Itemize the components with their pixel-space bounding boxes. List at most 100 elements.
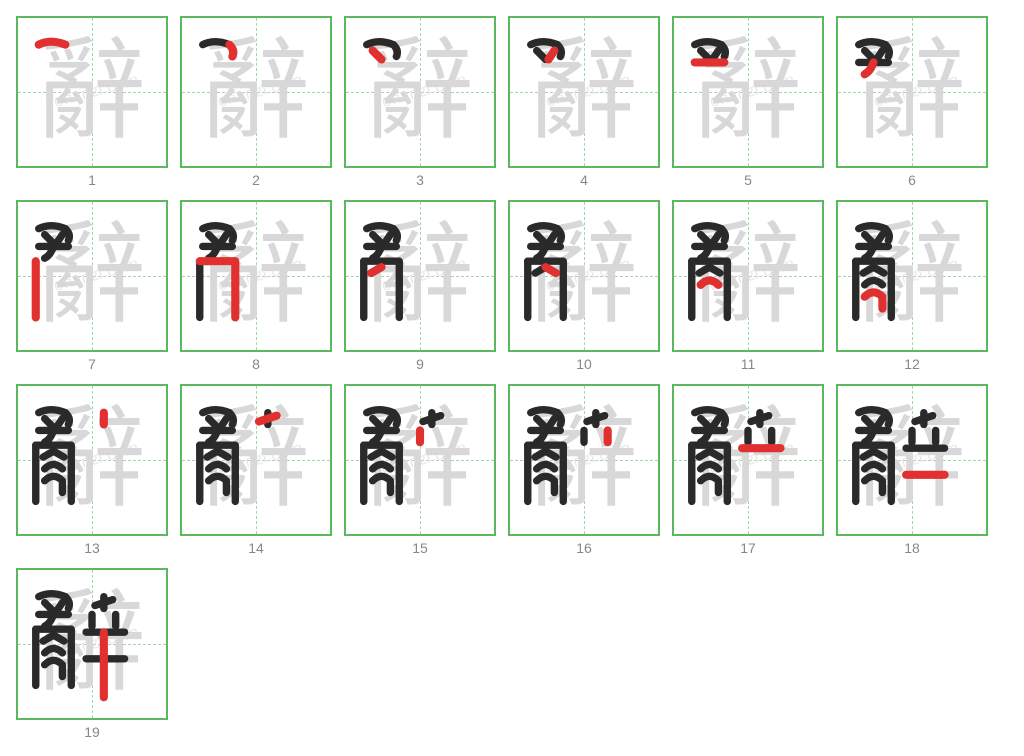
completed-stroke xyxy=(865,51,874,60)
stroke-cell: yohanzi.com辭 2 xyxy=(180,16,332,188)
stroke-box: yohanzi.com辭 xyxy=(16,568,168,720)
completed-stroke xyxy=(203,226,230,229)
char-display: 辭 xyxy=(182,386,330,534)
stroke-number: 2 xyxy=(252,172,260,188)
char-display: 辭 xyxy=(838,386,986,534)
stroke-svg xyxy=(18,18,166,166)
completed-stroke xyxy=(56,235,62,244)
completed-stroke xyxy=(56,603,62,612)
stroke-cell: yohanzi.com辭1 xyxy=(16,16,168,188)
stroke-box: yohanzi.com辭 xyxy=(16,200,168,352)
char-display: 辭 xyxy=(510,386,658,534)
char-display: 辭 xyxy=(674,386,822,534)
completed-stroke xyxy=(710,267,720,273)
stroke-cell: yohanzi.com辭8 xyxy=(180,200,332,372)
stroke-svg xyxy=(674,18,822,166)
completed-stroke xyxy=(45,235,54,244)
completed-stroke xyxy=(712,419,718,428)
stroke-cell: yohanzi.com辭18 xyxy=(836,384,988,556)
stroke-cell: yohanzi.com辭7 xyxy=(16,200,168,372)
completed-stroke xyxy=(701,476,719,492)
completed-stroke xyxy=(701,464,719,468)
completed-stroke xyxy=(45,648,63,652)
completed-stroke xyxy=(876,235,882,244)
stroke-number: 4 xyxy=(580,172,588,188)
completed-stroke xyxy=(874,267,884,273)
completed-stroke xyxy=(537,476,555,492)
completed-stroke xyxy=(393,45,397,57)
completed-stroke xyxy=(865,280,883,284)
stroke-box: yohanzi.com辭 xyxy=(180,200,332,352)
char-display: 辭 xyxy=(838,202,986,350)
completed-stroke xyxy=(695,42,722,45)
stroke-cell: yohanzi.com辭19 xyxy=(16,568,168,740)
completed-stroke xyxy=(45,476,63,492)
stroke-cell: yohanzi.com辭12 xyxy=(836,200,988,372)
completed-stroke xyxy=(701,419,710,428)
char-display: 辭 xyxy=(674,202,822,350)
stroke-number: 1 xyxy=(88,172,96,188)
completed-stroke xyxy=(218,451,228,457)
stroke-cell: yohanzi.com辭 6 xyxy=(836,16,988,188)
completed-stroke xyxy=(537,51,546,60)
completed-stroke xyxy=(548,419,554,428)
stroke-box: yohanzi.com辭 xyxy=(344,200,496,352)
char-display: 辭 xyxy=(18,18,166,166)
completed-stroke xyxy=(367,410,394,413)
completed-stroke xyxy=(531,42,558,45)
current-stroke xyxy=(39,42,66,45)
stroke-box: yohanzi.com辭 xyxy=(508,384,660,536)
completed-stroke xyxy=(876,419,882,428)
completed-stroke xyxy=(209,476,227,492)
completed-stroke xyxy=(45,603,54,612)
completed-stroke xyxy=(384,419,390,428)
completed-stroke xyxy=(865,464,883,468)
completed-stroke xyxy=(701,51,710,60)
stroke-svg xyxy=(838,202,986,350)
char-display: 辭 xyxy=(18,202,166,350)
stroke-svg xyxy=(838,386,986,534)
stroke-cell: yohanzi.com辭4 xyxy=(508,16,660,188)
stroke-svg xyxy=(674,386,822,534)
char-display: 辭 xyxy=(510,18,658,166)
stroke-box: yohanzi.com辭 xyxy=(836,384,988,536)
completed-stroke xyxy=(384,235,390,244)
stroke-box: yohanzi.com辭 xyxy=(180,384,332,536)
current-stroke xyxy=(259,416,277,422)
completed-stroke xyxy=(712,235,718,244)
completed-stroke xyxy=(203,410,230,413)
completed-stroke xyxy=(373,476,391,492)
completed-stroke xyxy=(56,419,62,428)
completed-stroke xyxy=(39,594,66,597)
stroke-number: 9 xyxy=(416,356,424,372)
current-stroke xyxy=(371,267,381,273)
completed-stroke xyxy=(45,660,63,676)
completed-stroke xyxy=(220,419,226,428)
stroke-svg xyxy=(18,386,166,534)
completed-stroke xyxy=(874,451,884,457)
completed-stroke xyxy=(548,235,554,244)
completed-stroke xyxy=(373,419,382,428)
completed-stroke xyxy=(54,451,64,457)
completed-stroke xyxy=(39,410,66,413)
stroke-box: yohanzi.com辭 xyxy=(16,384,168,536)
completed-stroke xyxy=(531,410,558,413)
stroke-box: yohanzi.com辭 xyxy=(836,16,988,168)
completed-stroke xyxy=(695,226,722,229)
completed-stroke xyxy=(876,51,882,60)
completed-stroke xyxy=(367,226,394,229)
stroke-cell: yohanzi.com辭13 xyxy=(16,384,168,556)
current-stroke xyxy=(229,45,233,57)
stroke-box: yohanzi.com辭 xyxy=(836,200,988,352)
stroke-svg xyxy=(182,202,330,350)
stroke-number: 16 xyxy=(576,540,592,556)
completed-stroke xyxy=(45,419,54,428)
stroke-number: 15 xyxy=(412,540,428,556)
stroke-svg xyxy=(510,386,658,534)
current-stroke xyxy=(373,51,382,60)
stroke-box: yohanzi.com辭 xyxy=(672,200,824,352)
completed-stroke xyxy=(865,235,874,244)
stroke-number: 6 xyxy=(908,172,916,188)
completed-stroke xyxy=(373,235,382,244)
stroke-box: yohanzi.com辭 xyxy=(180,16,332,168)
